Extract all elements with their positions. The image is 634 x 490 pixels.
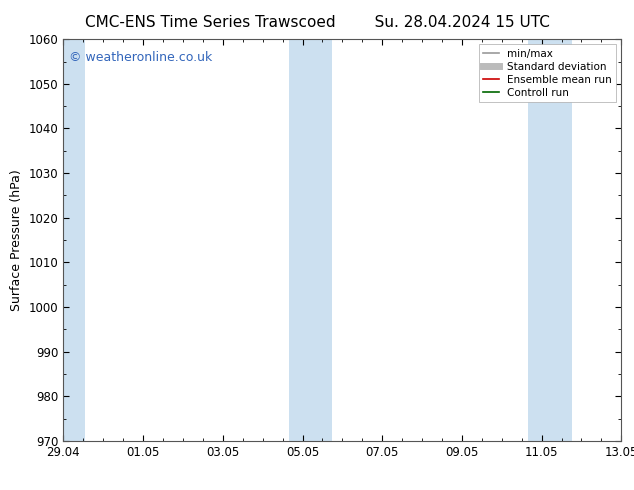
Text: © weatheronline.co.uk: © weatheronline.co.uk — [69, 51, 212, 64]
Bar — [288, 39, 332, 441]
Bar — [527, 39, 571, 441]
Y-axis label: Surface Pressure (hPa): Surface Pressure (hPa) — [10, 169, 23, 311]
Legend: min/max, Standard deviation, Ensemble mean run, Controll run: min/max, Standard deviation, Ensemble me… — [479, 45, 616, 102]
Bar — [61, 39, 86, 441]
Text: CMC-ENS Time Series Trawscoed        Su. 28.04.2024 15 UTC: CMC-ENS Time Series Trawscoed Su. 28.04.… — [84, 15, 550, 30]
